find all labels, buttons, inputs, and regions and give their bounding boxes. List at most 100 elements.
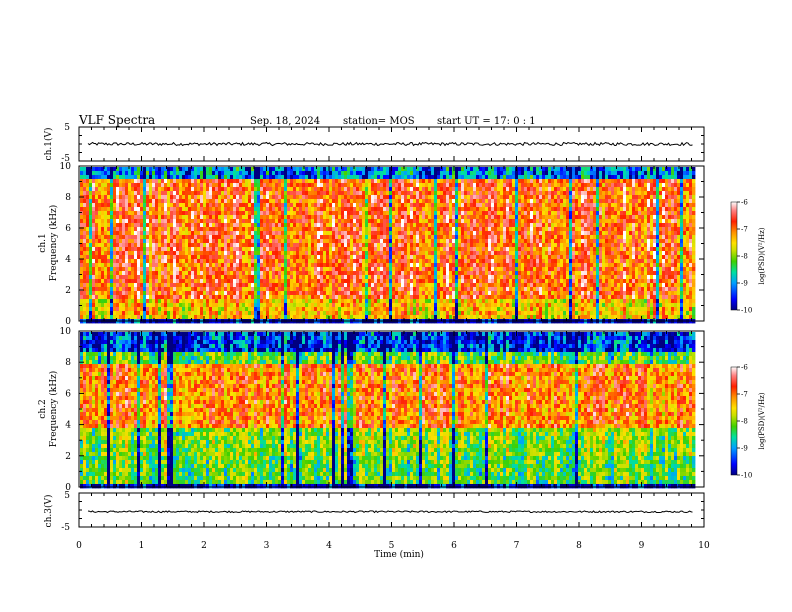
spectrogram-cell [266,223,269,227]
spectrogram-cell [332,207,335,211]
spectrogram-cell [293,303,296,307]
spectrogram-cell [155,191,158,195]
spectrogram-cell [89,191,92,195]
spectrogram-cell [275,219,278,223]
spectrogram-cell [416,271,419,275]
spectrogram-cell [353,175,356,179]
spectrogram-cell [128,267,131,271]
spectrogram-cell [287,275,290,279]
spectrogram-cell [425,267,428,271]
spectrogram-cell [143,191,146,195]
spectrogram-cell [350,183,353,187]
spectrogram-cell [197,239,200,243]
spectrogram-cell [329,211,332,215]
spectrogram-cell [398,311,401,315]
spectrogram-cell [308,175,311,179]
spectrogram-cell [164,183,167,187]
spectrogram-cell [389,255,392,259]
spectrogram-cell [449,199,452,203]
spectrogram-cell [179,247,182,251]
spectrogram-cell [296,207,299,211]
spectrogram-cell [317,175,320,179]
spectrogram-cell [119,243,122,247]
spectrogram-cell [179,227,182,231]
spectrogram-cell [104,179,107,183]
spectrogram-cell [281,207,284,211]
spectrogram-cell [248,179,251,183]
spectrogram-cell [350,275,353,279]
spectrogram-cell [251,291,254,295]
spectrogram-cell [410,311,413,315]
spectrogram-cell [293,251,296,255]
spectrogram-cell [83,275,86,279]
spectrogram-cell [284,275,287,279]
spectrogram-cell [266,251,269,255]
spectrogram-cell [188,199,191,203]
spectrogram-cell [353,271,356,275]
spectrogram-cell [329,299,332,303]
spectrogram-cell [449,251,452,255]
spectrogram-cell [224,243,227,247]
spectrogram-cell [359,191,362,195]
spectrogram-cell [320,255,323,259]
spectrogram-cell [272,171,275,175]
spectrogram-cell [218,295,221,299]
spectrogram-cell [419,283,422,287]
spectrogram-cell [395,267,398,271]
spectrogram-cell [335,199,338,203]
spectrogram-cell [326,219,329,223]
spectrogram-cell [419,219,422,223]
spectrogram-cell [431,315,434,319]
spectrogram-cell [323,239,326,243]
spectrogram-cell [194,199,197,203]
spectrogram-cell [356,303,359,307]
spectrogram-cell [407,191,410,195]
spectrogram-cell [392,175,395,179]
spectrogram-cell [368,183,371,187]
spectrogram-cell [413,295,416,299]
spectrogram-cell [332,299,335,303]
spectrogram-cell [212,211,215,215]
spectrogram-cell [110,311,113,315]
spectrogram-cell [371,255,374,259]
spectrogram-cell [230,175,233,179]
spectrogram-cell [296,275,299,279]
spectrogram-cell [299,187,302,191]
spectrogram-cell [422,311,425,315]
spectrogram-cell [290,219,293,223]
spectrogram-cell [227,275,230,279]
spectrogram-cell [449,187,452,191]
spectrogram-cell [284,263,287,267]
spectrogram-cell [323,243,326,247]
spectrogram-cell [221,303,224,307]
spectrogram-cell [347,251,350,255]
spectrogram-cell [152,295,155,299]
spectrogram-cell [281,219,284,223]
spectrogram-cell [194,283,197,287]
spectrogram-cell [209,179,212,183]
spectrogram-cell [101,223,104,227]
spectrogram-cell [212,271,215,275]
spectrogram-cell [284,207,287,211]
spectrogram-cell [245,239,248,243]
spectrogram-cell [230,247,233,251]
spectrogram-cell [137,303,140,307]
spectrogram-cell [440,267,443,271]
spectrogram-cell [281,227,284,231]
spectrogram-cell [221,227,224,231]
spectrogram-cell [425,235,428,239]
spectrogram-cell [296,311,299,315]
spectrogram-cell [368,287,371,291]
spectrogram-cell [149,199,152,203]
spectrogram-cell [158,195,161,199]
spectrogram-cell [101,195,104,199]
spectrogram-cell [305,291,308,295]
spectrogram-cell [323,247,326,251]
spectrogram-cell [188,299,191,303]
spectrogram-cell [212,247,215,251]
spectrogram-cell [311,171,314,175]
spectrogram-cell [236,219,239,223]
spectrogram-cell [305,299,308,303]
spectrogram-cell [227,223,230,227]
spectrogram-cell [425,191,428,195]
